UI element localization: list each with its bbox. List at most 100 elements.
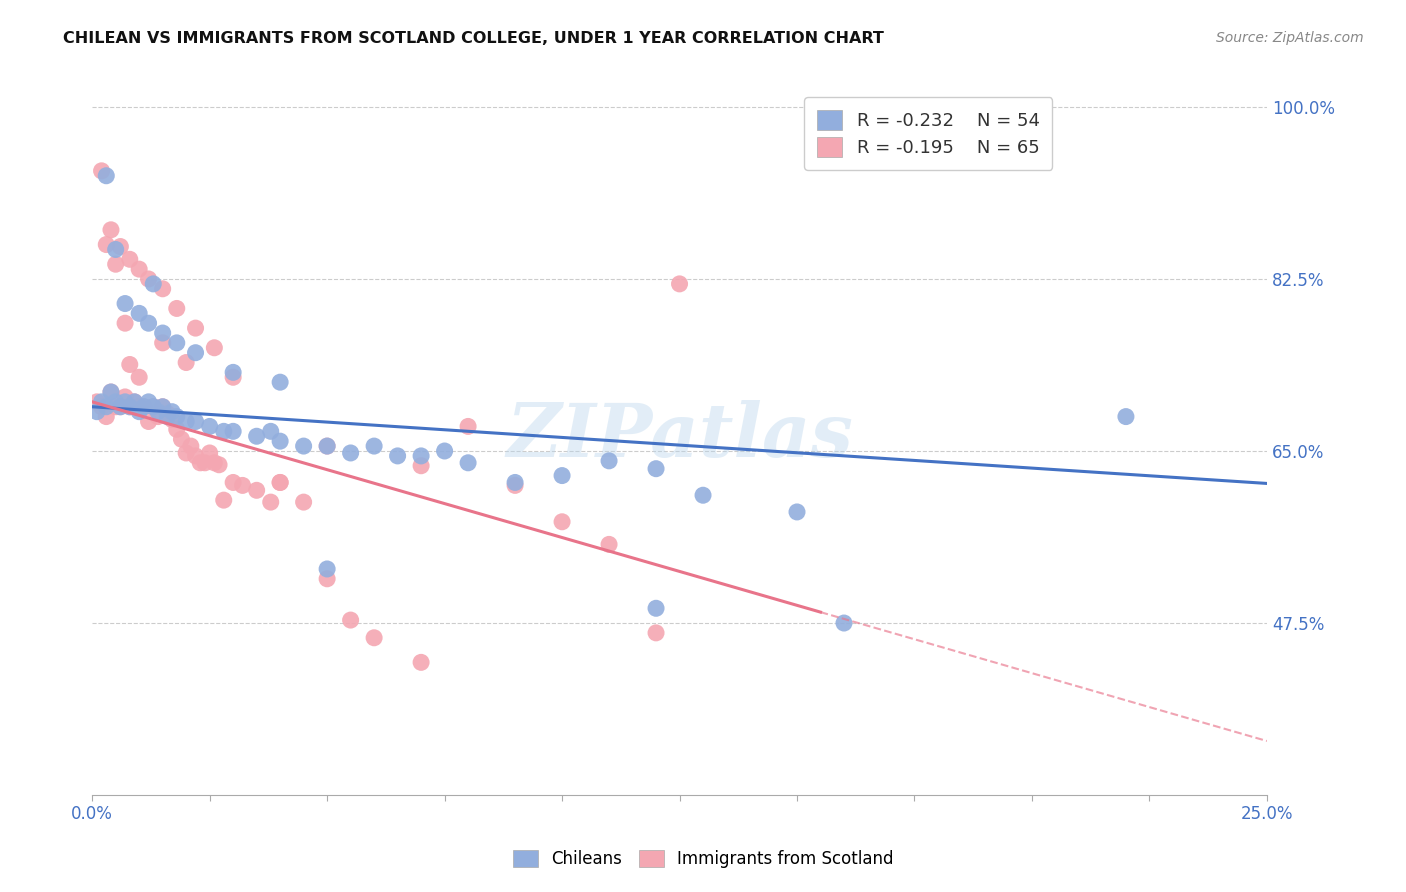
Point xyxy=(184,449,207,463)
Point xyxy=(114,316,136,330)
Point xyxy=(174,446,197,460)
Point xyxy=(96,400,118,414)
Point xyxy=(457,456,479,470)
Legend: Chileans, Immigrants from Scotland: Chileans, Immigrants from Scotland xyxy=(506,843,900,875)
Point xyxy=(96,409,118,424)
Point xyxy=(152,335,174,350)
Point xyxy=(411,449,433,463)
Point xyxy=(503,478,526,492)
Point xyxy=(132,400,155,414)
Point xyxy=(152,400,174,414)
Point xyxy=(118,400,141,414)
Point xyxy=(184,321,207,335)
Point xyxy=(598,537,620,551)
Point xyxy=(152,282,174,296)
Point xyxy=(114,296,136,310)
Point xyxy=(457,419,479,434)
Point xyxy=(645,601,668,615)
Point xyxy=(503,475,526,490)
Point xyxy=(166,301,188,316)
Point xyxy=(114,390,136,404)
Point xyxy=(645,625,668,640)
Point xyxy=(292,495,315,509)
Point xyxy=(110,400,132,414)
Point xyxy=(194,456,217,470)
Point xyxy=(184,415,207,429)
Point xyxy=(86,394,108,409)
Point xyxy=(212,425,235,439)
Point xyxy=(96,169,118,183)
Point xyxy=(142,400,165,414)
Point xyxy=(86,405,108,419)
Point xyxy=(316,439,339,453)
Point xyxy=(692,488,714,502)
Point xyxy=(104,257,127,271)
Point xyxy=(118,400,141,414)
Point xyxy=(260,425,283,439)
Point xyxy=(551,468,574,483)
Point xyxy=(222,370,245,384)
Point xyxy=(180,439,202,453)
Point xyxy=(90,400,112,414)
Point xyxy=(128,405,150,419)
Point xyxy=(316,439,339,453)
Point xyxy=(174,355,197,369)
Point xyxy=(142,277,165,291)
Legend: R = -0.232    N = 54, R = -0.195    N = 65: R = -0.232 N = 54, R = -0.195 N = 65 xyxy=(804,97,1052,169)
Point xyxy=(212,493,235,508)
Point xyxy=(124,394,146,409)
Point xyxy=(246,429,269,443)
Point xyxy=(170,432,193,446)
Point xyxy=(90,394,112,409)
Point xyxy=(110,239,132,253)
Point xyxy=(174,415,197,429)
Point xyxy=(104,400,127,414)
Point xyxy=(124,394,146,409)
Point xyxy=(188,456,211,470)
Point xyxy=(160,405,183,419)
Point xyxy=(433,444,456,458)
Point xyxy=(100,223,122,237)
Point xyxy=(363,439,385,453)
Point xyxy=(138,316,160,330)
Point xyxy=(104,394,127,409)
Point xyxy=(104,243,127,257)
Point xyxy=(184,345,207,359)
Point xyxy=(411,656,433,670)
Point xyxy=(100,384,122,399)
Point xyxy=(222,425,245,439)
Point xyxy=(339,446,361,460)
Point xyxy=(269,434,291,449)
Point xyxy=(339,613,361,627)
Point xyxy=(387,449,409,463)
Point xyxy=(128,306,150,320)
Point xyxy=(668,277,690,291)
Point xyxy=(363,631,385,645)
Point xyxy=(100,384,122,399)
Point xyxy=(292,439,315,453)
Point xyxy=(118,252,141,267)
Point xyxy=(118,358,141,372)
Point xyxy=(142,400,165,414)
Point xyxy=(114,394,136,409)
Text: Source: ZipAtlas.com: Source: ZipAtlas.com xyxy=(1216,31,1364,45)
Point xyxy=(411,458,433,473)
Text: ZIPatlas: ZIPatlas xyxy=(506,400,853,473)
Point xyxy=(198,419,221,434)
Point xyxy=(160,412,183,426)
Point xyxy=(198,446,221,460)
Point xyxy=(138,272,160,286)
Point xyxy=(146,409,169,424)
Point xyxy=(132,400,155,414)
Point xyxy=(598,454,620,468)
Point xyxy=(232,478,254,492)
Point xyxy=(138,415,160,429)
Point xyxy=(246,483,269,498)
Point xyxy=(832,615,855,630)
Text: CHILEAN VS IMMIGRANTS FROM SCOTLAND COLLEGE, UNDER 1 YEAR CORRELATION CHART: CHILEAN VS IMMIGRANTS FROM SCOTLAND COLL… xyxy=(63,31,884,46)
Point xyxy=(156,407,179,421)
Point xyxy=(1115,409,1137,424)
Point xyxy=(551,515,574,529)
Point xyxy=(202,456,225,470)
Point xyxy=(152,400,174,414)
